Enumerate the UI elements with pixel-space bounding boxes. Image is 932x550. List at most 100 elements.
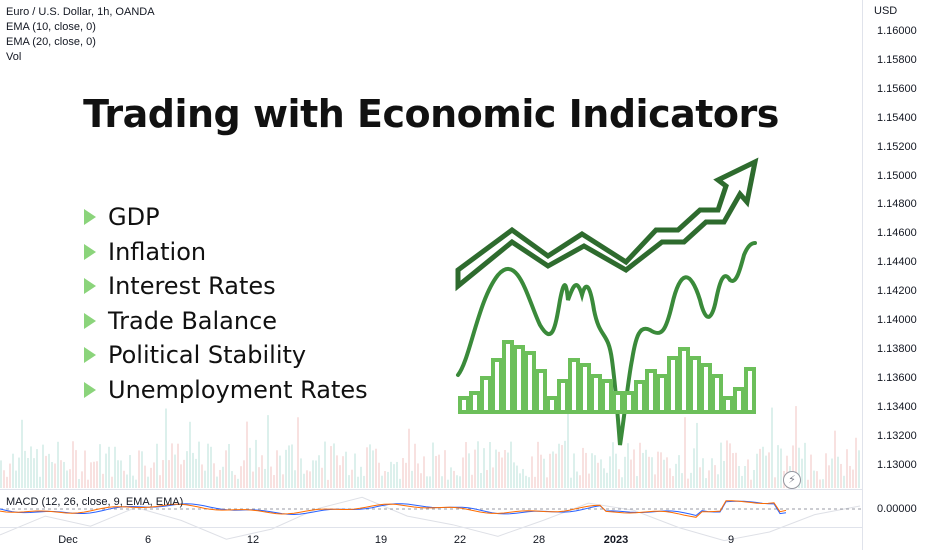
volume-bar — [108, 446, 110, 488]
volume-bar — [27, 457, 29, 488]
volume-bar — [777, 445, 779, 488]
volume-bar — [495, 449, 497, 488]
volume-bar — [36, 449, 38, 488]
volume-bar — [552, 451, 554, 488]
volume-bar — [846, 449, 848, 488]
date-tick-label: 6 — [144, 534, 152, 546]
volume-bar — [858, 450, 860, 488]
list-item: Inflation — [84, 235, 368, 270]
volume-bar — [42, 444, 44, 488]
volume-bar — [297, 417, 299, 488]
volume-bar — [804, 442, 806, 488]
volume-bar — [291, 444, 293, 488]
volume-bar — [354, 453, 356, 488]
volume-bar — [366, 447, 368, 488]
macd-label[interactable]: MACD (12, 26, close, 9, EMA, EMA) — [6, 496, 184, 508]
ema20-label[interactable]: EMA (20, close, 0) — [6, 36, 96, 48]
volume-bar — [489, 442, 491, 488]
symbol-label[interactable]: Euro / U.S. Dollar, 1h, OANDA — [6, 6, 155, 18]
volume-bar — [123, 470, 125, 488]
volume-bar — [516, 465, 518, 488]
volume-bar — [726, 440, 728, 488]
volume-bar — [603, 468, 605, 488]
volume-bar — [555, 453, 557, 488]
list-item: Unemployment Rates — [84, 373, 368, 408]
volume-bar — [234, 474, 236, 488]
headline-title: Trading with Economic Indicators — [83, 92, 779, 136]
volume-bar — [417, 463, 419, 488]
price-tick-label: 1.14000 — [877, 314, 917, 326]
volume-bar — [132, 475, 134, 488]
volume-bar — [744, 465, 746, 488]
ema10-label[interactable]: EMA (10, close, 0) — [6, 21, 96, 33]
volume-bar — [318, 455, 320, 488]
volume-bar — [609, 456, 611, 488]
volume-bar — [66, 470, 68, 488]
volume-bar — [597, 462, 599, 488]
lightning-icon[interactable]: ⚡ — [783, 471, 801, 489]
volume-bar — [438, 454, 440, 488]
volume-bar — [141, 451, 143, 488]
volume-bar — [465, 442, 467, 488]
volume-bar — [252, 471, 254, 488]
volume-bar — [546, 477, 548, 488]
volume-bar — [741, 475, 743, 488]
volume-bar — [507, 452, 509, 488]
list-item: Interest Rates — [84, 269, 368, 304]
volume-bar — [180, 464, 182, 488]
volume-bar — [156, 443, 158, 488]
volume-bar — [849, 465, 851, 488]
volume-bar — [456, 475, 458, 488]
volume-bar — [384, 471, 386, 488]
volume-bar — [720, 442, 722, 488]
volume-bar — [714, 465, 716, 488]
volume-bar — [9, 463, 11, 488]
volume-bar — [690, 472, 692, 488]
volume-bar — [750, 479, 752, 488]
volume-bar — [339, 465, 341, 488]
volume-bar — [639, 442, 641, 488]
macd-pane-divider[interactable] — [0, 489, 862, 490]
volume-bar — [816, 471, 818, 488]
volume-bar — [447, 479, 449, 488]
volume-bar — [45, 455, 47, 488]
volume-bar — [453, 470, 455, 488]
play-arrow-icon — [84, 278, 96, 295]
volume-bar — [135, 479, 137, 488]
volume-bar — [531, 456, 533, 488]
volume-bar — [525, 475, 527, 488]
volume-bar — [54, 463, 56, 488]
volume-bar — [717, 474, 719, 488]
volume-bar — [195, 458, 197, 488]
volume-bar — [192, 452, 194, 488]
volume-bar — [30, 446, 32, 488]
date-tick-label: Dec — [58, 534, 78, 546]
volume-bar — [705, 478, 707, 488]
volume-bar — [483, 448, 485, 488]
volume-bar — [672, 476, 674, 488]
volume-bar — [387, 471, 389, 488]
volume-bar — [600, 459, 602, 488]
volume-bar — [513, 462, 515, 488]
play-arrow-icon — [84, 312, 96, 329]
volume-bar — [303, 473, 305, 488]
volume-bar — [231, 471, 233, 488]
volume-bar — [633, 449, 635, 488]
volume-bar — [12, 453, 14, 488]
volume-bar — [39, 476, 41, 488]
chart-legend[interactable]: Euro / U.S. Dollar, 1h, OANDA EMA (10, c… — [6, 5, 155, 65]
volume-bar — [504, 449, 506, 488]
volume-label[interactable]: Vol — [6, 51, 22, 63]
price-tick-label: 1.14200 — [877, 285, 917, 298]
macd-signal-line — [0, 500, 787, 518]
volume-bar — [819, 479, 821, 488]
volume-bar — [627, 443, 629, 488]
volume-bar — [432, 442, 434, 488]
volume-bar — [822, 479, 824, 488]
volume-bar — [213, 463, 215, 488]
volume-bar — [162, 460, 164, 488]
volume-bar — [240, 466, 242, 488]
volume-bar — [255, 439, 257, 488]
